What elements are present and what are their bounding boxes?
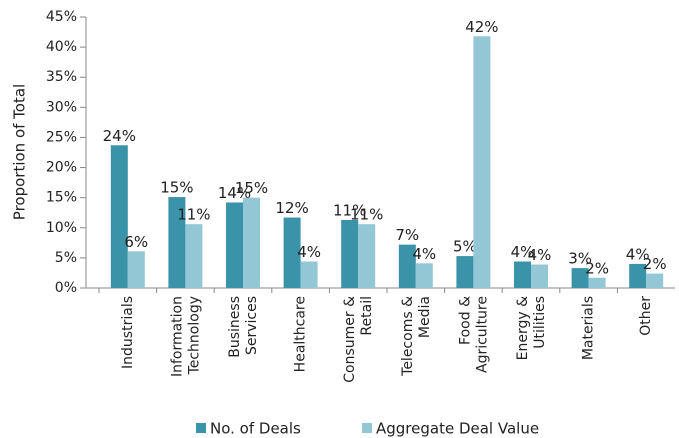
bar [110,145,128,288]
x-tick-label: Healthcare [293,296,309,372]
data-label: 24% [103,127,136,145]
y-tick-label: 15% [46,190,77,206]
legend-swatch [196,423,206,433]
bar [226,202,243,288]
y-axis-label: Proportion of Total [11,84,29,220]
data-label: 11% [350,206,383,224]
y-tick-label: 45% [46,9,77,25]
y-tick-label: 35% [46,69,77,85]
data-label: 6% [124,233,148,251]
x-tick-label: Other [638,296,654,336]
legend-label: Aggregate Deal Value [376,420,539,438]
x-tick-label: Energy &Utilities [515,296,548,360]
x-tick-label: BusinessServices [227,296,260,358]
bar [127,251,145,288]
x-tick-label: Industrials [120,296,136,369]
bar [341,219,359,288]
data-label: 15% [235,179,268,197]
bar [629,263,647,288]
data-label: 14% [218,184,251,202]
bar [300,261,318,288]
bar [571,268,589,288]
data-label: 3% [568,250,592,268]
y-tick-label: 30% [46,99,77,115]
data-label: 4% [297,243,321,261]
data-label: 5% [453,238,477,256]
bar [168,197,186,288]
data-label: 4% [511,243,535,261]
bar [243,197,260,288]
bar [283,217,301,288]
legend-label: No. of Deals [210,420,301,438]
y-tick-label: 0% [55,280,77,296]
bar [531,264,548,288]
y-tick-label: 20% [46,160,77,176]
x-tick-label: Materials [581,296,597,360]
bar [646,273,664,288]
data-label: 4% [412,245,436,263]
y-tick-label: 40% [46,39,77,55]
data-label: 4% [626,245,650,263]
bar [514,261,531,288]
data-label: 2% [585,259,609,277]
y-tick-label: 5% [55,250,77,266]
bar [185,224,203,288]
bar [415,263,433,288]
bar [358,224,376,288]
y-tick-label: 25% [46,129,77,145]
data-label: 7% [395,226,419,244]
bar [588,277,606,288]
bar [398,244,416,288]
x-tick-label: Food &Agriculture [457,296,490,373]
x-tick-label: Telecoms &Media [400,296,433,377]
legend-swatch [362,423,372,433]
x-tick-label: InformationTechnology [169,296,202,377]
data-label: 12% [275,199,308,217]
x-tick-label: Consumer &Retail [342,296,375,383]
data-label: 11% [177,206,210,224]
data-label: 15% [160,179,193,197]
data-label: 2% [643,255,667,273]
data-label: 42% [465,18,498,36]
data-label: 11% [333,201,366,219]
y-tick-label: 10% [46,220,77,236]
data-label: 4% [528,246,552,264]
bar [456,256,474,288]
bar [473,36,491,288]
